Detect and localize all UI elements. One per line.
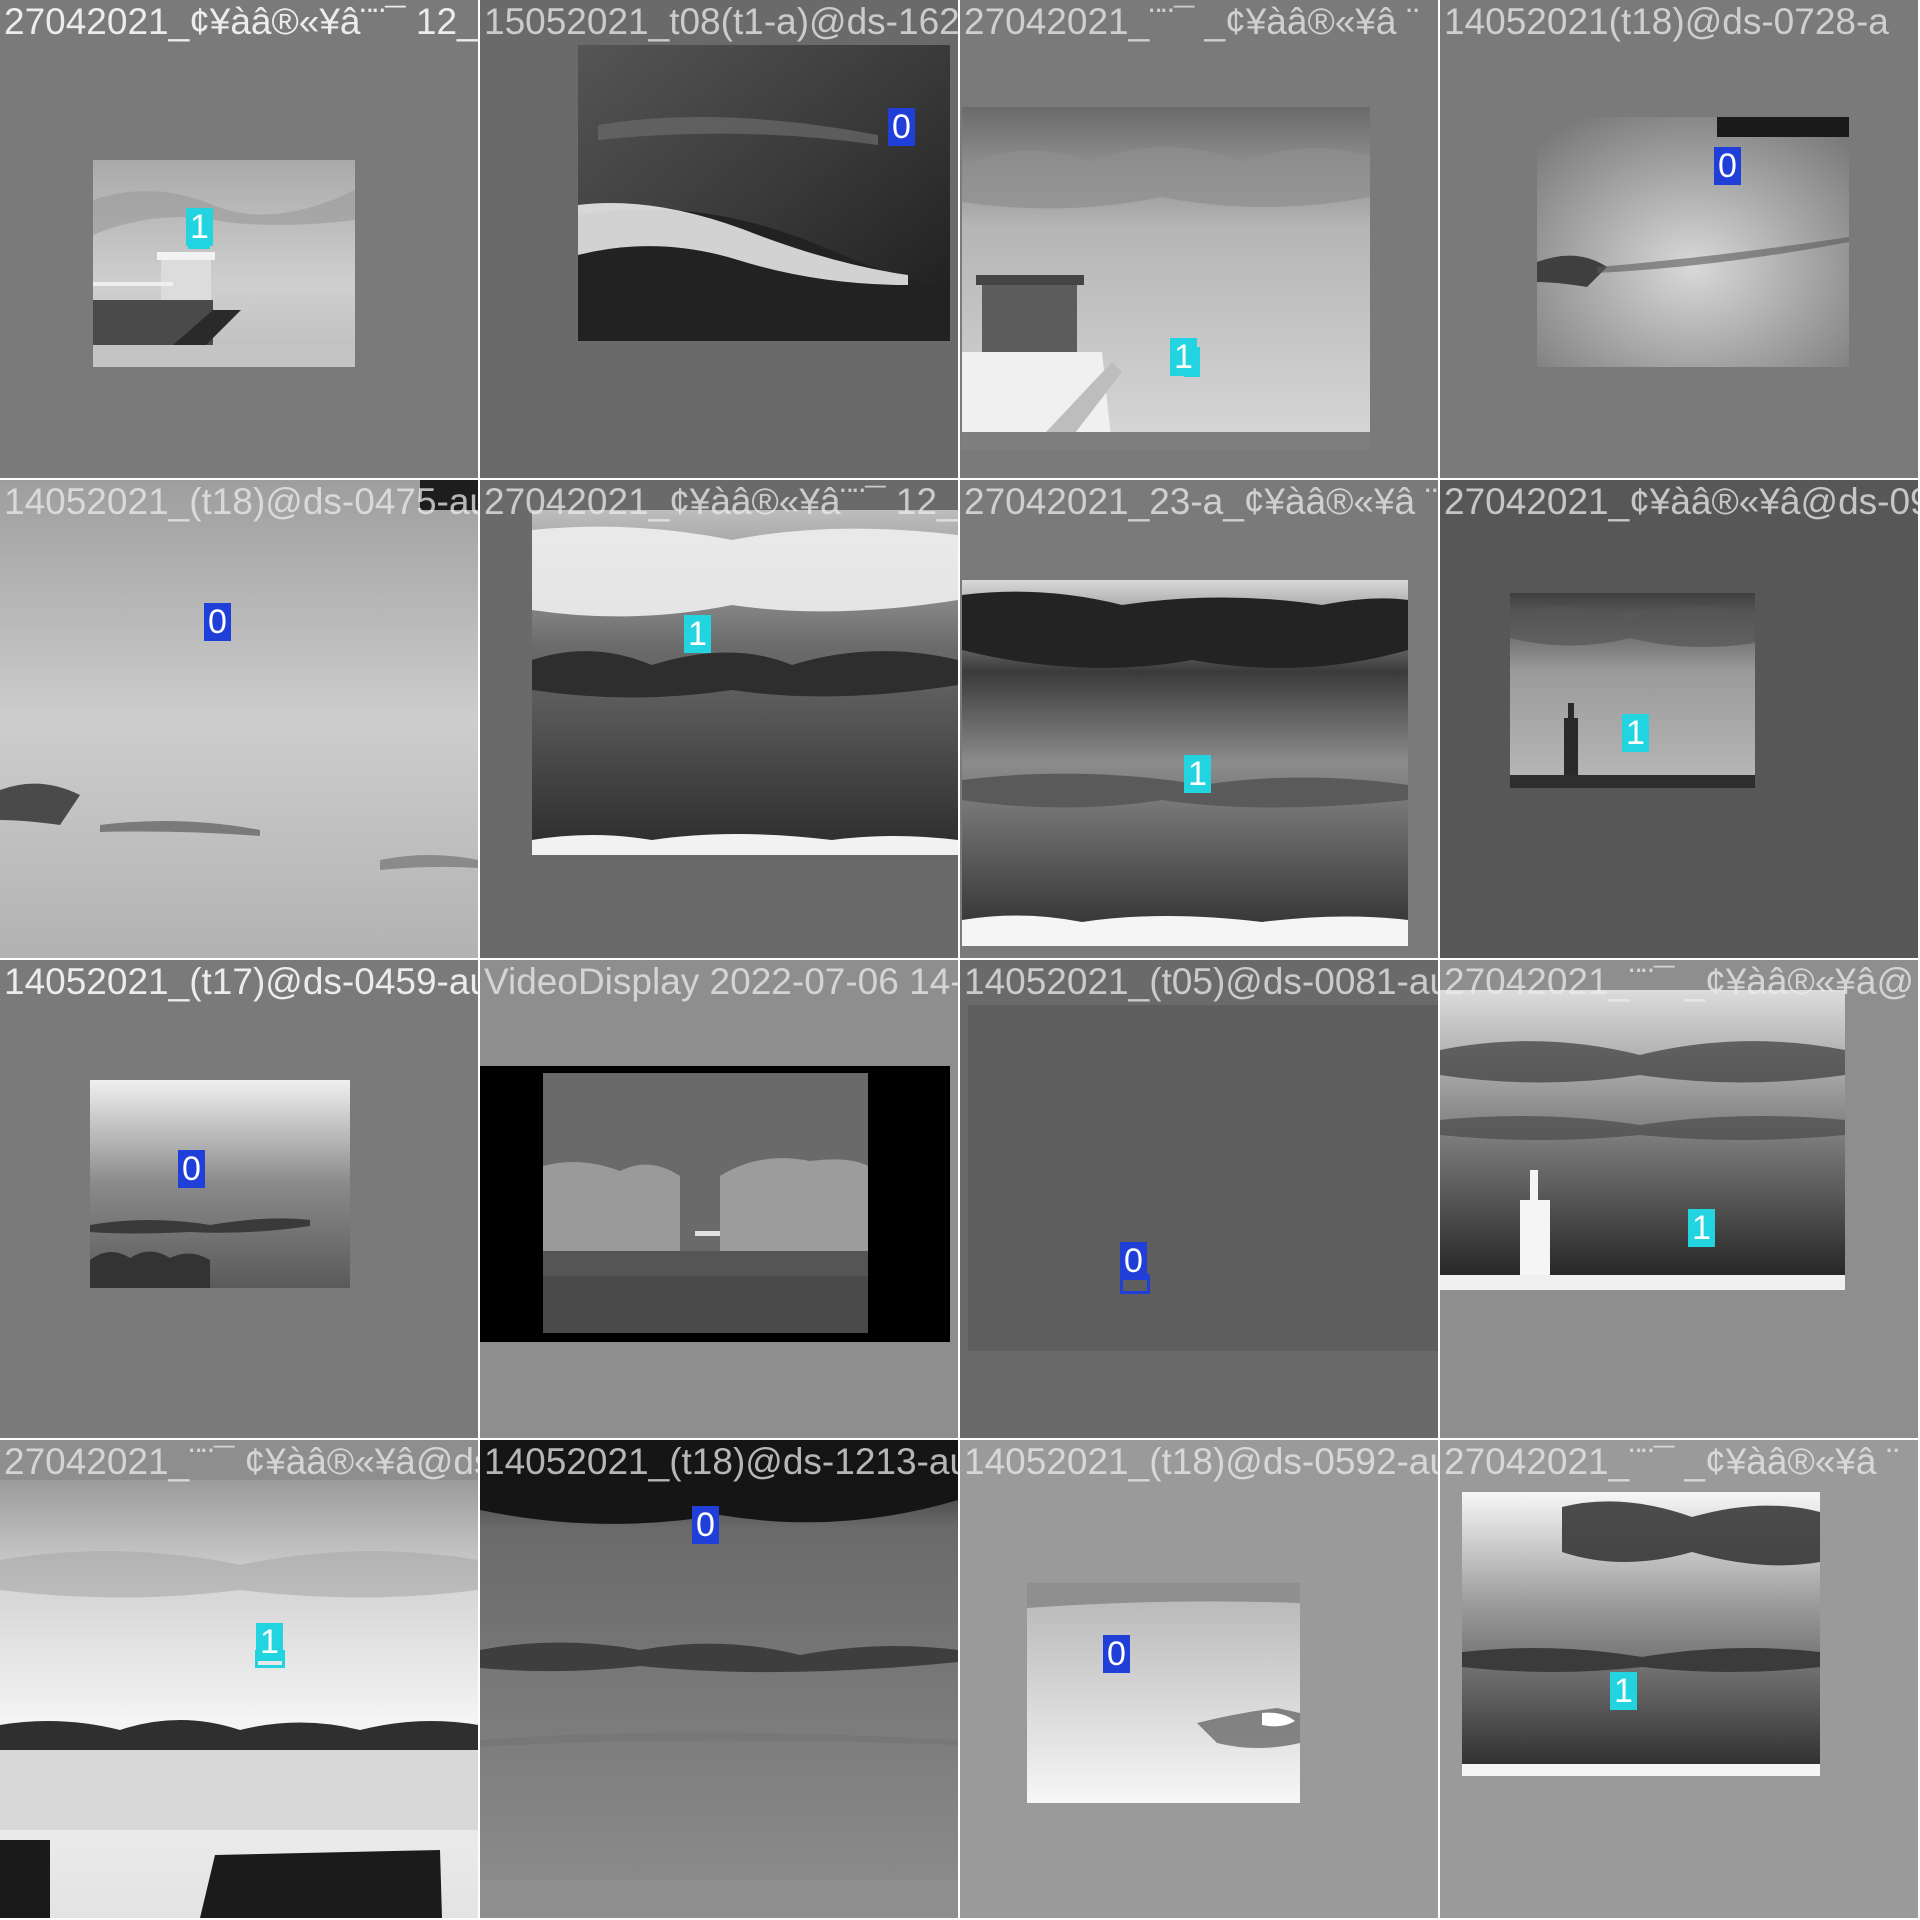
tile-caption: 14052021_(t17)@ds-0459-augment.jpg	[4, 961, 480, 1002]
tile-caption: 27042021_¢¥àâ®«¥â@ds-09	[1444, 481, 1920, 522]
photo	[480, 1440, 958, 1880]
tile-caption: 27042021_¢¥àâ®«¥â¨¨¯ 12_30	[484, 481, 960, 522]
tile-caption: 15052021_t08(t1-a)@ds-1623-augment.jpg	[484, 1, 960, 42]
tile-caption: 14052021_(t18)@ds-1213-augment.jpg	[484, 1441, 960, 1482]
tile-14: 14052021_(t18)@ds-1213-augment.jpg 0	[480, 1440, 960, 1920]
photo	[1440, 990, 1845, 1290]
class-label: 0	[178, 1150, 205, 1188]
class-label: 0	[204, 603, 231, 641]
class-label: 1	[1170, 338, 1197, 376]
photo	[1027, 1583, 1300, 1803]
tile-4: 14052021(t18)@ds-0728-a 0	[1440, 0, 1920, 480]
tile-caption: 14052021_(t05)@ds-0081-augment	[964, 961, 1438, 1002]
photo	[90, 1080, 350, 1288]
class-label: 1	[1184, 755, 1211, 793]
photo	[1462, 1492, 1820, 1776]
tile-caption: 27042021_¨¨¯ _¢¥àâ®«¥â@	[1444, 961, 1914, 1002]
tile-2: 15052021_t08(t1-a)@ds-1623-augment.jpg 0	[480, 0, 960, 480]
tile-caption: 27042021_23-a_¢¥àâ®«¥â ¨	[964, 481, 1438, 522]
tile-9: 14052021_(t17)@ds-0459-augment.jpg 0	[0, 960, 480, 1440]
class-label: 1	[684, 615, 711, 653]
class-label: 0	[1120, 1242, 1147, 1280]
tile-3: 27042021_¨¨¯ _¢¥àâ®«¥â ¨ 1	[960, 0, 1440, 480]
photo	[962, 107, 1370, 450]
tile-12: 27042021_¨¨¯ _¢¥àâ®«¥â@ 1	[1440, 960, 1920, 1440]
photo	[480, 1066, 950, 1342]
tile-7: 27042021_23-a_¢¥àâ®«¥â ¨ 1	[960, 480, 1440, 960]
photo	[0, 480, 478, 958]
tile-11: 14052021_(t05)@ds-0081-augment 0	[960, 960, 1440, 1440]
tile-caption: 14052021_(t18)@ds-0592-augment.jpg	[964, 1441, 1440, 1482]
tile-8: 27042021_¢¥àâ®«¥â@ds-09 1	[1440, 480, 1920, 960]
tile-13: 27042021_¨¨¯ ¢¥àâ®«¥â@ds-0 1	[0, 1440, 480, 1920]
tile-caption: 14052021(t18)@ds-0728-a	[1444, 1, 1889, 42]
tile-caption: 27042021_¨¨¯ ¢¥àâ®«¥â@ds-0	[4, 1441, 480, 1482]
photo	[1510, 593, 1755, 788]
class-label: 0	[1714, 147, 1741, 185]
tile-caption: VideoDisplay 2022-07-06 14-49-52	[484, 961, 958, 1002]
tile-caption: 27042021_¨¨¯ _¢¥àâ®«¥â ¨	[1444, 1441, 1900, 1482]
tile-15: 14052021_(t18)@ds-0592-augment.jpg 0	[960, 1440, 1440, 1920]
class-label: 1	[256, 1623, 283, 1661]
class-label: 0	[692, 1506, 719, 1544]
tile-caption: 27042021_¢¥àâ®«¥â¨¨¯ 12_34	[4, 1, 480, 42]
class-label: 0	[888, 108, 915, 146]
class-label: 0	[1103, 1635, 1130, 1673]
photo	[0, 1480, 478, 1918]
photo	[1537, 117, 1849, 367]
photo	[578, 45, 950, 341]
tile-5: 14052021_(t18)@ds-0475-augment.jpg 0	[0, 480, 480, 960]
class-label: 1	[186, 208, 213, 246]
tile-10: VideoDisplay 2022-07-06 14-49-52	[480, 960, 960, 1440]
photo	[532, 510, 958, 855]
tile-caption: 27042021_¨¨¯ _¢¥àâ®«¥â ¨	[964, 1, 1420, 42]
class-label: 1	[1688, 1209, 1715, 1247]
photo	[968, 1005, 1438, 1351]
tile-caption: 14052021_(t18)@ds-0475-augment.jpg	[4, 481, 480, 522]
class-label: 1	[1610, 1672, 1637, 1710]
class-label: 1	[1622, 714, 1649, 752]
tile-1: 27042021_¢¥àâ®«¥â¨¨¯ 12_34 1	[0, 0, 480, 480]
tile-6: 27042021_¢¥àâ®«¥â¨¨¯ 12_30 1	[480, 480, 960, 960]
photo	[93, 160, 355, 367]
tile-16: 27042021_¨¨¯ _¢¥àâ®«¥â ¨ 1	[1440, 1440, 1920, 1920]
